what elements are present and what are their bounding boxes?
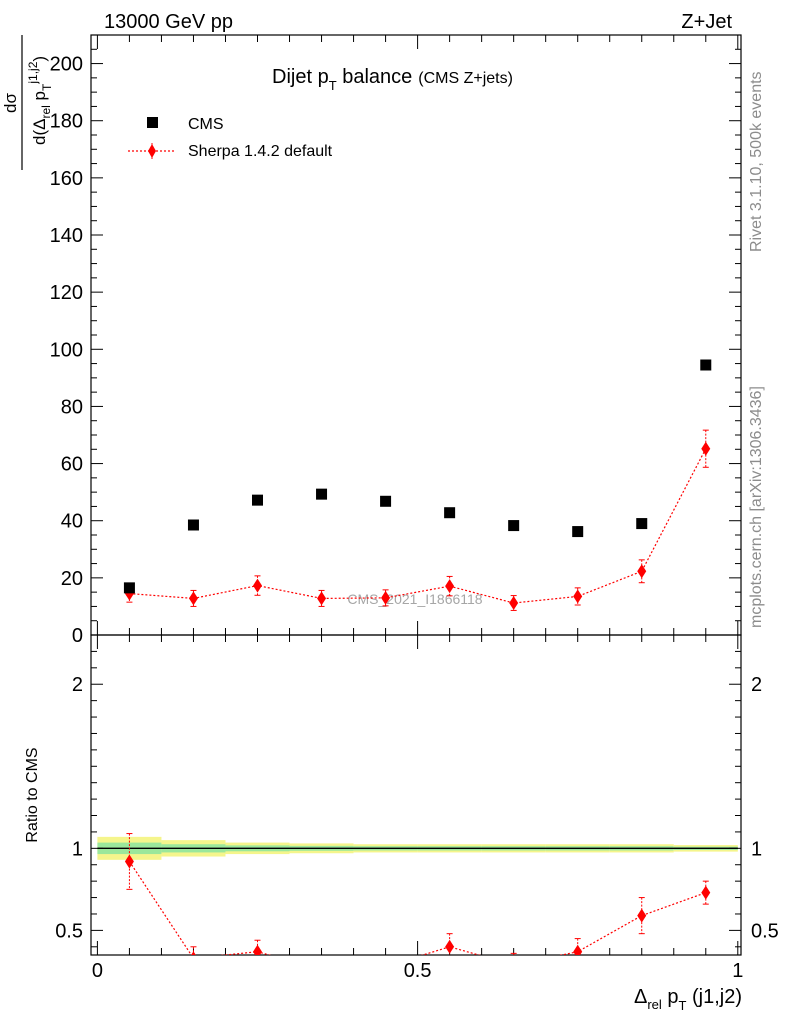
ratio-y-axis-label: Ratio to CMS — [24, 747, 41, 842]
ratio-point — [573, 944, 583, 955]
cms-point — [636, 518, 648, 530]
ratio-point — [124, 854, 134, 869]
y-tick-label: 60 — [61, 454, 83, 476]
y-tick-label: 100 — [50, 339, 83, 361]
sherpa-point — [701, 441, 711, 456]
main-y-axis-label: dσ d(Δrel pTj1,j2) — [1, 35, 54, 170]
sherpa-point — [445, 579, 455, 594]
ratio-point — [317, 963, 326, 977]
ratio-y-tick-label-right: 0.5 — [751, 920, 779, 942]
sherpa-point — [573, 589, 583, 604]
y-tick-label: 120 — [50, 282, 83, 304]
legend-marker-cms — [147, 117, 158, 128]
y-tick-label: 20 — [61, 568, 83, 590]
cms-point — [187, 519, 199, 531]
cms-point — [444, 507, 456, 519]
x-tick-label: 0.5 — [404, 960, 432, 982]
y-tick-label: 0 — [72, 625, 83, 647]
ratio-x-axis: 0 0.5 1 — [92, 635, 743, 982]
ratio-panel-frame — [90, 634, 742, 956]
ratio-point — [509, 958, 518, 972]
y-tick-label: 200 — [50, 54, 83, 76]
ratio-panel: 0.5 0.51 12 2 0 0.5 1 Ratio to CMS Δrel pT (j… — [24, 634, 779, 1013]
cms-point — [572, 526, 584, 538]
cms-point — [252, 494, 264, 506]
cms-point — [700, 359, 712, 371]
ratio-point — [381, 959, 390, 973]
xlabel-T: T — [678, 998, 686, 1013]
sherpa-point — [317, 591, 327, 606]
y-tick-label: 40 — [61, 511, 83, 533]
main-series-layer — [123, 359, 712, 611]
title-after: balance — [337, 66, 413, 88]
ratio-point — [637, 908, 647, 923]
ratio-y-tick-label-right: 1 — [751, 838, 762, 860]
xlabel-rel: rel — [647, 997, 662, 1012]
title-main: Dijet p — [272, 66, 329, 88]
ratio-y-axis: 0.5 0.5 1 1 2 2 — [55, 634, 779, 948]
legend-label-cms: CMS — [188, 116, 224, 133]
ratio-y-tick-label: 2 — [72, 674, 83, 696]
sherpa-point — [509, 596, 519, 610]
ratio-point — [445, 939, 455, 954]
process-label: Z+Jet — [681, 11, 732, 33]
energy-label: 13000 GeV pp — [104, 11, 233, 33]
cms-point — [123, 582, 135, 594]
mcplots-label: mcplots.cern.ch [arXiv:1306.3436] — [748, 386, 765, 628]
y-tick-label: 80 — [61, 396, 83, 418]
xlabel-delta: Δ — [634, 986, 647, 1008]
y-tick-label: 180 — [50, 111, 83, 133]
title-subscript: T — [329, 78, 337, 93]
sherpa-point — [381, 590, 391, 605]
cms-point — [316, 488, 328, 500]
legend: CMS Sherpa 1.4.2 default — [128, 116, 333, 160]
sherpa-point — [188, 591, 198, 606]
xlabel-after: (j1,j2) — [686, 986, 742, 1008]
analysis-watermark: CMS_2021_I1866118 — [347, 591, 482, 607]
sherpa-point — [637, 564, 647, 579]
ratio-point — [191, 951, 196, 955]
main-y-axis: 0 20 40 60 80 100 120 140 160 180 200 — [50, 34, 741, 647]
ratio-point — [701, 885, 711, 900]
ratio-y-tick-label: 0.5 — [55, 920, 83, 942]
cms-point — [380, 495, 392, 507]
sherpa-line — [129, 448, 707, 604]
title-note: (CMS Z+jets) — [418, 70, 513, 87]
ylabel-numerator: dσ — [1, 93, 20, 113]
y-tick-label: 160 — [50, 168, 83, 190]
ratio-uncertainty-band — [97, 836, 738, 860]
rivet-version-label: Rivet 3.1.10, 500k events — [748, 71, 765, 252]
xlabel-p: p — [662, 986, 679, 1008]
legend-label-sherpa: Sherpa 1.4.2 default — [188, 143, 333, 160]
main-x-ticks — [96, 35, 739, 635]
x-axis-label: Δrel pT (j1,j2) — [634, 986, 742, 1013]
x-tick-label: 1 — [732, 960, 743, 982]
y-tick-label: 140 — [50, 225, 83, 247]
cms-point — [508, 520, 520, 532]
legend-marker-sherpa — [148, 144, 156, 158]
chart-title: Dijet pT balance (CMS Z+jets) — [272, 66, 513, 93]
sherpa-point — [253, 578, 263, 593]
ratio-y-tick-label-right: 2 — [751, 674, 762, 696]
main-panel: 0 20 40 60 80 100 120 140 160 180 200 CMS_2021_I18… — [1, 34, 742, 647]
ratio-y-tick-label: 1 — [72, 838, 83, 860]
x-tick-label: 0 — [92, 960, 103, 982]
ratio-point — [253, 944, 263, 955]
ratio-series-layer — [124, 833, 711, 977]
